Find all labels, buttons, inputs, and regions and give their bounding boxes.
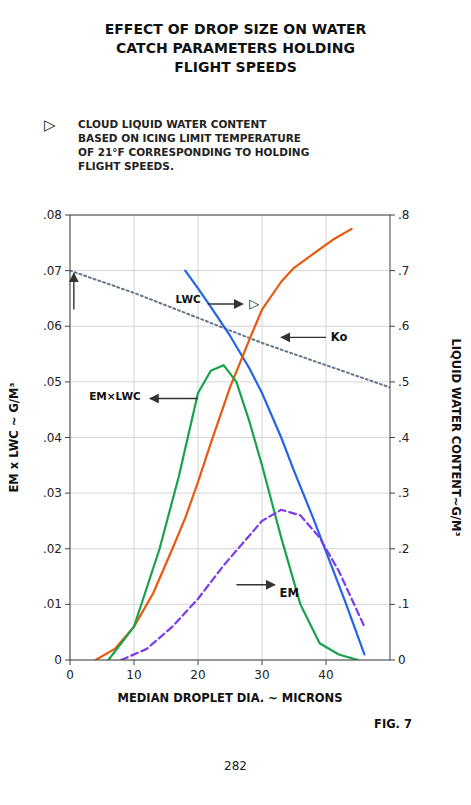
- y2-tick: [390, 270, 395, 271]
- y2-tick: [390, 437, 395, 438]
- y-axis-label: EM x LWC ~ G/M³: [7, 382, 21, 492]
- y2-tick-label: 0: [398, 653, 406, 667]
- annotation: EM: [280, 586, 299, 600]
- figure-label: FIG. 7: [374, 717, 412, 731]
- grid: [70, 215, 390, 660]
- y-grid-line: [70, 381, 390, 382]
- annotations: LWC ▷ Ko EM×LWC EM: [74, 273, 348, 599]
- note-marker: ▷: [44, 116, 56, 134]
- y-tick: [65, 381, 70, 382]
- x-tick: [70, 660, 71, 665]
- y2-tick-label: .6: [398, 319, 409, 333]
- x-tick: [326, 660, 327, 665]
- annotation-arrow: [73, 273, 74, 309]
- y2-tick-label: .3: [398, 486, 409, 500]
- y-tick: [65, 660, 70, 661]
- y2-tick: [390, 215, 395, 216]
- title: FLIGHT SPEEDS: [174, 59, 297, 75]
- y-grid-line: [70, 437, 390, 438]
- annotation: LWC: [176, 293, 201, 305]
- y-grid-line: [70, 548, 390, 549]
- annotation-arrow: [208, 303, 243, 304]
- y2-tick: [390, 660, 395, 661]
- series-line: [108, 365, 358, 660]
- y-tick: [65, 493, 70, 494]
- y-tick: [65, 437, 70, 438]
- series-group: [70, 229, 390, 660]
- y2-axis-label: LIQUID WATER CONTENT~G/M³: [449, 338, 463, 536]
- title: EFFECT OF DROP SIZE ON WATER: [105, 21, 367, 37]
- series-line: [96, 229, 352, 660]
- x-tick-label: 40: [318, 668, 333, 682]
- chart: EFFECT OF DROP SIZE ON WATER CATCH PARAME…: [0, 0, 471, 805]
- y-tick: [65, 604, 70, 605]
- y2-tick: [390, 381, 395, 382]
- note-line: OF 21°F CORRESPONDING TO HOLDING: [78, 146, 309, 158]
- y-tick: [65, 326, 70, 327]
- y-tick-label: .04: [43, 431, 62, 445]
- x-tick-label: 20: [190, 668, 205, 682]
- annotation: ▷: [249, 296, 259, 311]
- annotation-arrow: [281, 337, 326, 338]
- y-tick-label: .05: [43, 375, 62, 389]
- y2-tick-label: .4: [398, 431, 409, 445]
- axes: 0 10 20 30 40 0 .01 .02 .03 .04 .05 .06 .07 .08 0 .1 .2.…: [43, 208, 410, 682]
- y-tick-label: .08: [43, 208, 62, 222]
- y-tick-label: .06: [43, 319, 62, 333]
- y2-tick: [390, 604, 395, 605]
- annotation-arrow: [150, 398, 198, 399]
- note-line: CLOUD LIQUID WATER CONTENT: [78, 118, 267, 130]
- x-tick-label: 30: [254, 668, 269, 682]
- x-tick-label: 10: [126, 668, 141, 682]
- y-tick-label: .02: [43, 542, 62, 556]
- note-line: FLIGHT SPEEDS.: [78, 160, 174, 172]
- series-line: [121, 510, 364, 660]
- series-line: [185, 271, 364, 655]
- y-grid-line: [70, 604, 390, 605]
- x-tick: [198, 660, 199, 665]
- page-number: 282: [224, 759, 247, 773]
- y-tick: [65, 270, 70, 271]
- note-line: BASED ON ICING LIMIT TEMPERATURE: [78, 132, 301, 144]
- y-tick-label: .03: [43, 486, 62, 500]
- y-tick-label: .01: [43, 597, 62, 611]
- y2-tick-label: .5: [398, 375, 409, 389]
- y2-tick-label: .1: [398, 597, 409, 611]
- y-tick: [65, 215, 70, 216]
- plot-frame: [70, 215, 390, 660]
- y2-tick: [390, 548, 395, 549]
- y-grid-line: [70, 270, 390, 271]
- annotation-arrow: [236, 584, 274, 585]
- y2-tick: [390, 493, 395, 494]
- annotation: EM×LWC: [89, 390, 141, 402]
- x-tick-label: 0: [66, 668, 74, 682]
- y-tick-label: .07: [43, 264, 62, 278]
- annotation: Ko: [331, 330, 348, 344]
- y-tick-label: 0: [54, 653, 62, 667]
- y-grid-line: [70, 493, 390, 494]
- y2-tick-label: .8: [398, 208, 409, 222]
- y2-tick: [390, 326, 395, 327]
- y-grid-line: [70, 326, 390, 327]
- y2-tick-label: .2: [398, 542, 409, 556]
- x-axis-label: MEDIAN DROPLET DIA. ~ MICRONS: [118, 691, 343, 705]
- y2-tick-label: .7: [398, 264, 409, 278]
- title: CATCH PARAMETERS HOLDING: [116, 40, 355, 56]
- y-tick: [65, 548, 70, 549]
- plot-background: [70, 215, 390, 660]
- x-tick: [134, 660, 135, 665]
- x-tick: [262, 660, 263, 665]
- series-line: [70, 271, 390, 388]
